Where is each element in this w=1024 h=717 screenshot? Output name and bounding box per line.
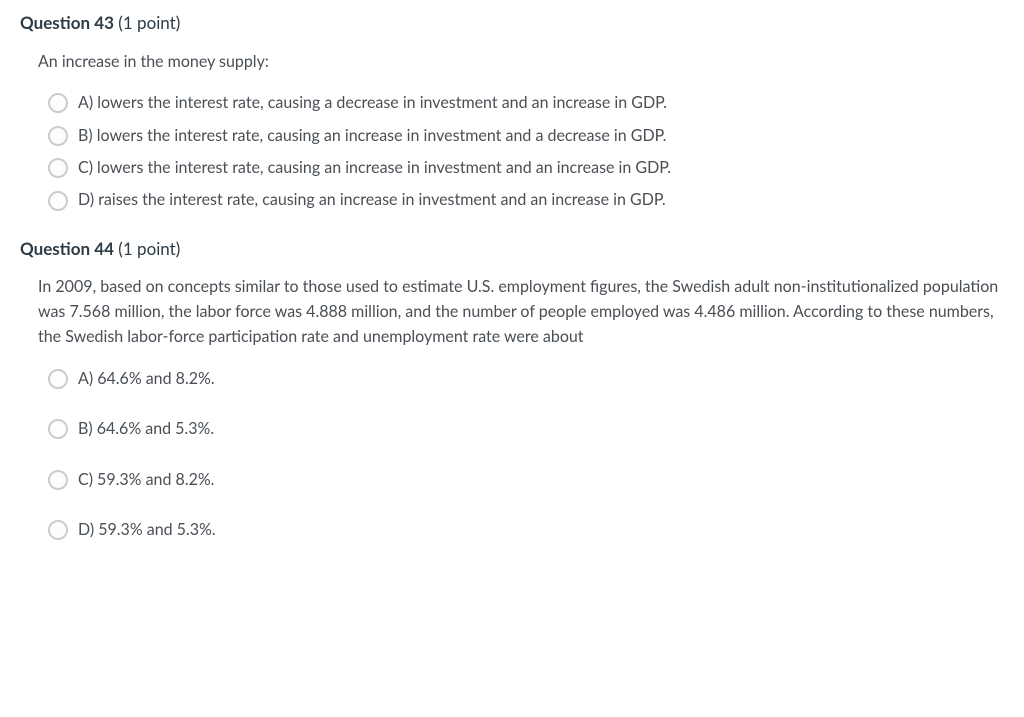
option-row: A) 64.6% and 8.2%.: [48, 368, 1004, 390]
option-text: C) 59.3% and 8.2%.: [78, 469, 214, 491]
options-list: A) lowers the interest rate, causing a d…: [48, 92, 1004, 212]
radio-button[interactable]: [48, 191, 68, 211]
radio-button[interactable]: [48, 158, 68, 178]
question-block: Question 44 (1 point) In 2009, based on …: [20, 236, 1004, 541]
question-block: Question 43 (1 point) An increase in the…: [20, 10, 1004, 212]
option-row: A) lowers the interest rate, causing a d…: [48, 92, 1004, 114]
option-text: C) lowers the interest rate, causing an …: [78, 157, 671, 179]
option-row: B) 64.6% and 5.3%.: [48, 418, 1004, 440]
options-list: A) 64.6% and 8.2%. B) 64.6% and 5.3%. C)…: [48, 368, 1004, 542]
question-points: (1 point): [118, 12, 180, 33]
radio-button[interactable]: [48, 369, 68, 389]
option-text: A) lowers the interest rate, causing a d…: [78, 92, 667, 114]
question-header: Question 44 (1 point): [20, 236, 1004, 262]
question-header: Question 43 (1 point): [20, 10, 1004, 36]
radio-button[interactable]: [48, 93, 68, 113]
radio-button[interactable]: [48, 470, 68, 490]
radio-button[interactable]: [48, 126, 68, 146]
option-row: D) raises the interest rate, causing an …: [48, 189, 1004, 211]
radio-button[interactable]: [48, 419, 68, 439]
question-points: (1 point): [118, 238, 180, 259]
question-prompt: An increase in the money supply:: [38, 50, 1004, 75]
option-text: D) raises the interest rate, causing an …: [78, 189, 666, 211]
question-label: Question 44: [20, 238, 114, 259]
option-row: C) 59.3% and 8.2%.: [48, 469, 1004, 491]
option-text: D) 59.3% and 5.3%.: [78, 519, 216, 541]
question-label: Question 43: [20, 12, 114, 33]
option-row: D) 59.3% and 5.3%.: [48, 519, 1004, 541]
option-text: B) lowers the interest rate, causing an …: [78, 125, 666, 147]
question-prompt: In 2009, based on concepts similar to th…: [38, 275, 1004, 349]
option-row: C) lowers the interest rate, causing an …: [48, 157, 1004, 179]
option-row: B) lowers the interest rate, causing an …: [48, 125, 1004, 147]
option-text: A) 64.6% and 8.2%.: [78, 368, 215, 390]
radio-button[interactable]: [48, 520, 68, 540]
option-text: B) 64.6% and 5.3%.: [78, 418, 214, 440]
